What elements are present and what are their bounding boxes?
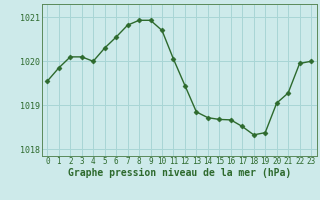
- X-axis label: Graphe pression niveau de la mer (hPa): Graphe pression niveau de la mer (hPa): [68, 168, 291, 178]
